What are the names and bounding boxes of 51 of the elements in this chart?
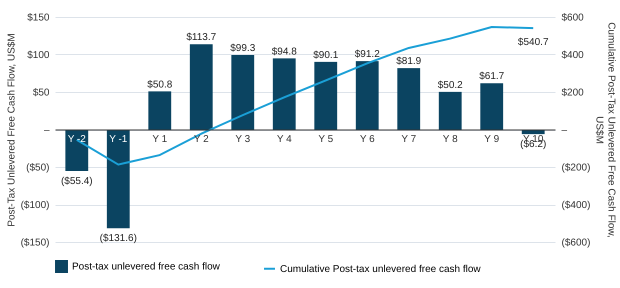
bar	[314, 62, 338, 130]
data-label: $540.7	[518, 37, 549, 48]
x-tick-label: Y 4	[276, 134, 292, 145]
y2-tick-label: –	[562, 125, 568, 136]
y2-tick-label: ($200)	[562, 162, 590, 174]
x-tick-label: Y -1	[109, 134, 128, 145]
bar	[190, 44, 213, 130]
bar	[231, 55, 254, 130]
data-label: $113.7	[186, 32, 217, 44]
data-label: $50.8	[147, 79, 173, 90]
legend-label: Cumulative Post-tax unlevered free cash flow	[280, 264, 482, 275]
x-tick-label: Y 9	[484, 134, 500, 145]
data-label: $50.2	[438, 80, 464, 91]
y2-axis-title: Cumulative Post-Tax Unlevered Free Cash Flow, US$M	[593, 22, 616, 238]
data-label: $90.1	[313, 50, 339, 61]
bar	[356, 61, 379, 130]
data-label: $91.2	[354, 49, 380, 60]
legend-label: Post-tax unlevered free cash flow	[72, 262, 221, 273]
x-tick-label: Y 3	[235, 134, 251, 145]
x-tick-label: Y 7	[401, 134, 417, 145]
y-axis-title: Post-Tax Unlevered Free Cash Flow, US$M	[6, 33, 18, 227]
y2-tick-label: $600	[562, 12, 584, 24]
y-tick-label: ($150)	[20, 238, 50, 248]
y-tick-label: ($50)	[26, 162, 50, 174]
y2-tick-label: $200	[562, 88, 584, 98]
y-tick-label: ($100)	[20, 200, 50, 211]
y-tick-label: –	[44, 125, 50, 136]
y2-tick-label: $400	[562, 50, 584, 61]
bar	[106, 130, 130, 228]
bar	[438, 92, 462, 130]
y2-tick-label: ($600)	[562, 238, 590, 248]
x-tick-label: Y 6	[360, 134, 376, 145]
bar	[272, 58, 296, 130]
y2-tick-label: ($400)	[562, 200, 590, 211]
data-label: $99.3	[230, 43, 256, 54]
x-tick-label: Y 5	[318, 134, 334, 145]
data-label: $81.9	[396, 56, 422, 68]
data-label: $94.8	[272, 46, 298, 58]
data-label: ($55.4)	[60, 176, 93, 188]
data-label: ($131.6)	[100, 233, 137, 244]
bar	[480, 83, 504, 130]
y-tick-label: $100	[27, 50, 50, 61]
x-tick-label: Y 8	[442, 134, 458, 145]
data-label: $61.7	[479, 71, 505, 82]
x-tick-label: Y 1	[152, 134, 168, 145]
x-tick-label: Y 2	[194, 134, 210, 145]
y-tick-label: $50	[32, 88, 50, 98]
bar	[148, 91, 172, 130]
bar	[397, 68, 420, 130]
x-tick-label: Y -2	[68, 134, 86, 145]
y-tick-label: $150	[27, 12, 50, 24]
